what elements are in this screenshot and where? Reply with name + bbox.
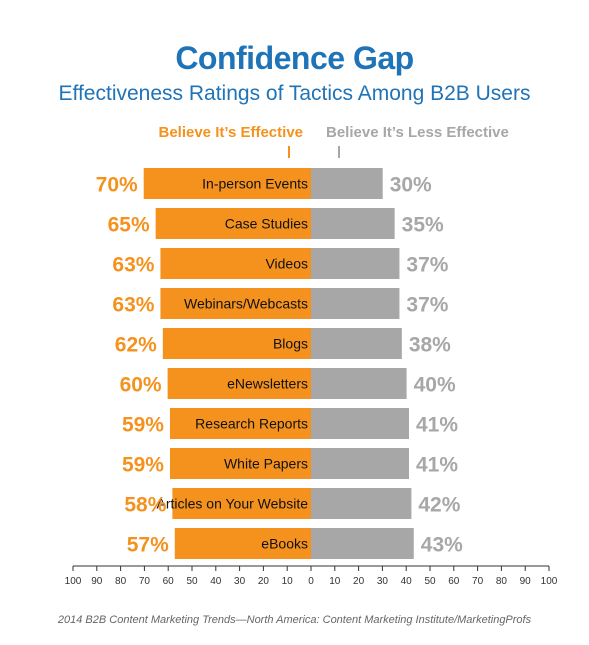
x-axis-tick-label: 70 [139,576,151,587]
x-axis-tick-label: 40 [210,576,222,587]
value-label-less-effective: 37% [406,254,448,277]
bar-less-effective [311,328,402,359]
bar-effective [160,288,311,319]
value-label-less-effective: 41% [416,414,458,437]
category-label: Articles on Your Website [157,496,309,512]
x-axis-tick-label: 30 [234,576,246,587]
bar-less-effective [311,408,409,439]
bar-effective [169,408,311,439]
value-label-effective: 60% [120,374,162,397]
x-axis-tick-label: 0 [308,576,314,587]
bar-less-effective [311,488,412,519]
value-label-effective: 63% [112,294,154,317]
value-label-effective: 57% [127,534,169,557]
bar-effective [162,328,311,359]
bar-effective [143,168,311,199]
category-label: Research Reports [195,416,308,432]
bar-effective [155,208,311,239]
x-axis-tick-label: 70 [472,576,484,587]
category-label: White Papers [224,456,308,472]
category-label: Blogs [273,336,308,352]
value-label-less-effective: 43% [421,534,463,557]
value-label-less-effective: 35% [402,214,444,237]
category-label: In-person Events [202,176,308,192]
x-axis-tick-label: 30 [377,576,389,587]
value-label-less-effective: 41% [416,454,458,477]
value-label-effective: 63% [112,254,154,277]
source-note: 2014 B2B Content Marketing Trends—North … [57,614,532,626]
x-axis-tick-label: 20 [353,576,365,587]
chart-title: Confidence Gap [175,40,414,76]
value-label-effective: 62% [115,334,157,357]
value-label-effective: 59% [122,454,164,477]
bar-less-effective [311,288,400,319]
bar-less-effective [311,528,414,559]
x-axis-tick-label: 10 [282,576,294,587]
value-label-effective: 58% [124,494,166,517]
x-axis-tick-label: 60 [448,576,460,587]
x-axis-tick-label: 50 [424,576,436,587]
value-label-less-effective: 40% [414,374,456,397]
value-label-less-effective: 37% [406,294,448,317]
legend-effective: Believe It’s Effective [158,124,303,141]
value-label-less-effective: 42% [418,494,460,517]
value-label-effective: 59% [122,414,164,437]
bar-less-effective [311,368,407,399]
value-label-less-effective: 38% [409,334,451,357]
x-axis-tick-label: 100 [65,576,82,587]
diverging-bar-chart: In-person Events 70% 30% Case Studies 65% 35%… [65,168,558,587]
x-axis-tick-label: 90 [91,576,103,587]
category-label: eBooks [261,536,308,552]
legend-less-effective: Believe It’s Less Effective [326,124,509,141]
category-label: Videos [265,256,308,272]
bar-less-effective [311,448,409,479]
value-label-less-effective: 30% [390,174,432,197]
value-label-effective: 70% [96,174,138,197]
bar-effective [169,448,311,479]
bar-effective [167,368,311,399]
x-axis-tick-label: 100 [541,576,558,587]
category-label: Webinars/Webcasts [184,296,308,312]
category-label: eNewsletters [227,376,308,392]
bar-less-effective [311,248,400,279]
bar-effective [174,528,311,559]
x-axis-tick-label: 80 [115,576,127,587]
x-axis-tick-label: 20 [258,576,270,587]
x-axis-tick-label: 60 [163,576,175,587]
x-axis-tick-label: 50 [186,576,198,587]
bar-less-effective [311,168,383,199]
legend-less-effective-marker [338,146,340,158]
legend-effective-marker [288,146,290,158]
x-axis-tick-label: 40 [401,576,413,587]
bar-effective [172,488,311,519]
x-axis-tick-label: 10 [329,576,341,587]
value-label-effective: 65% [108,214,150,237]
chart-subtitle: Effectiveness Ratings of Tactics Among B… [58,82,531,105]
bar-effective [160,248,311,279]
bar-less-effective [311,208,395,239]
x-axis-tick-label: 90 [520,576,532,587]
category-label: Case Studies [225,216,308,232]
x-axis-tick-label: 80 [496,576,508,587]
